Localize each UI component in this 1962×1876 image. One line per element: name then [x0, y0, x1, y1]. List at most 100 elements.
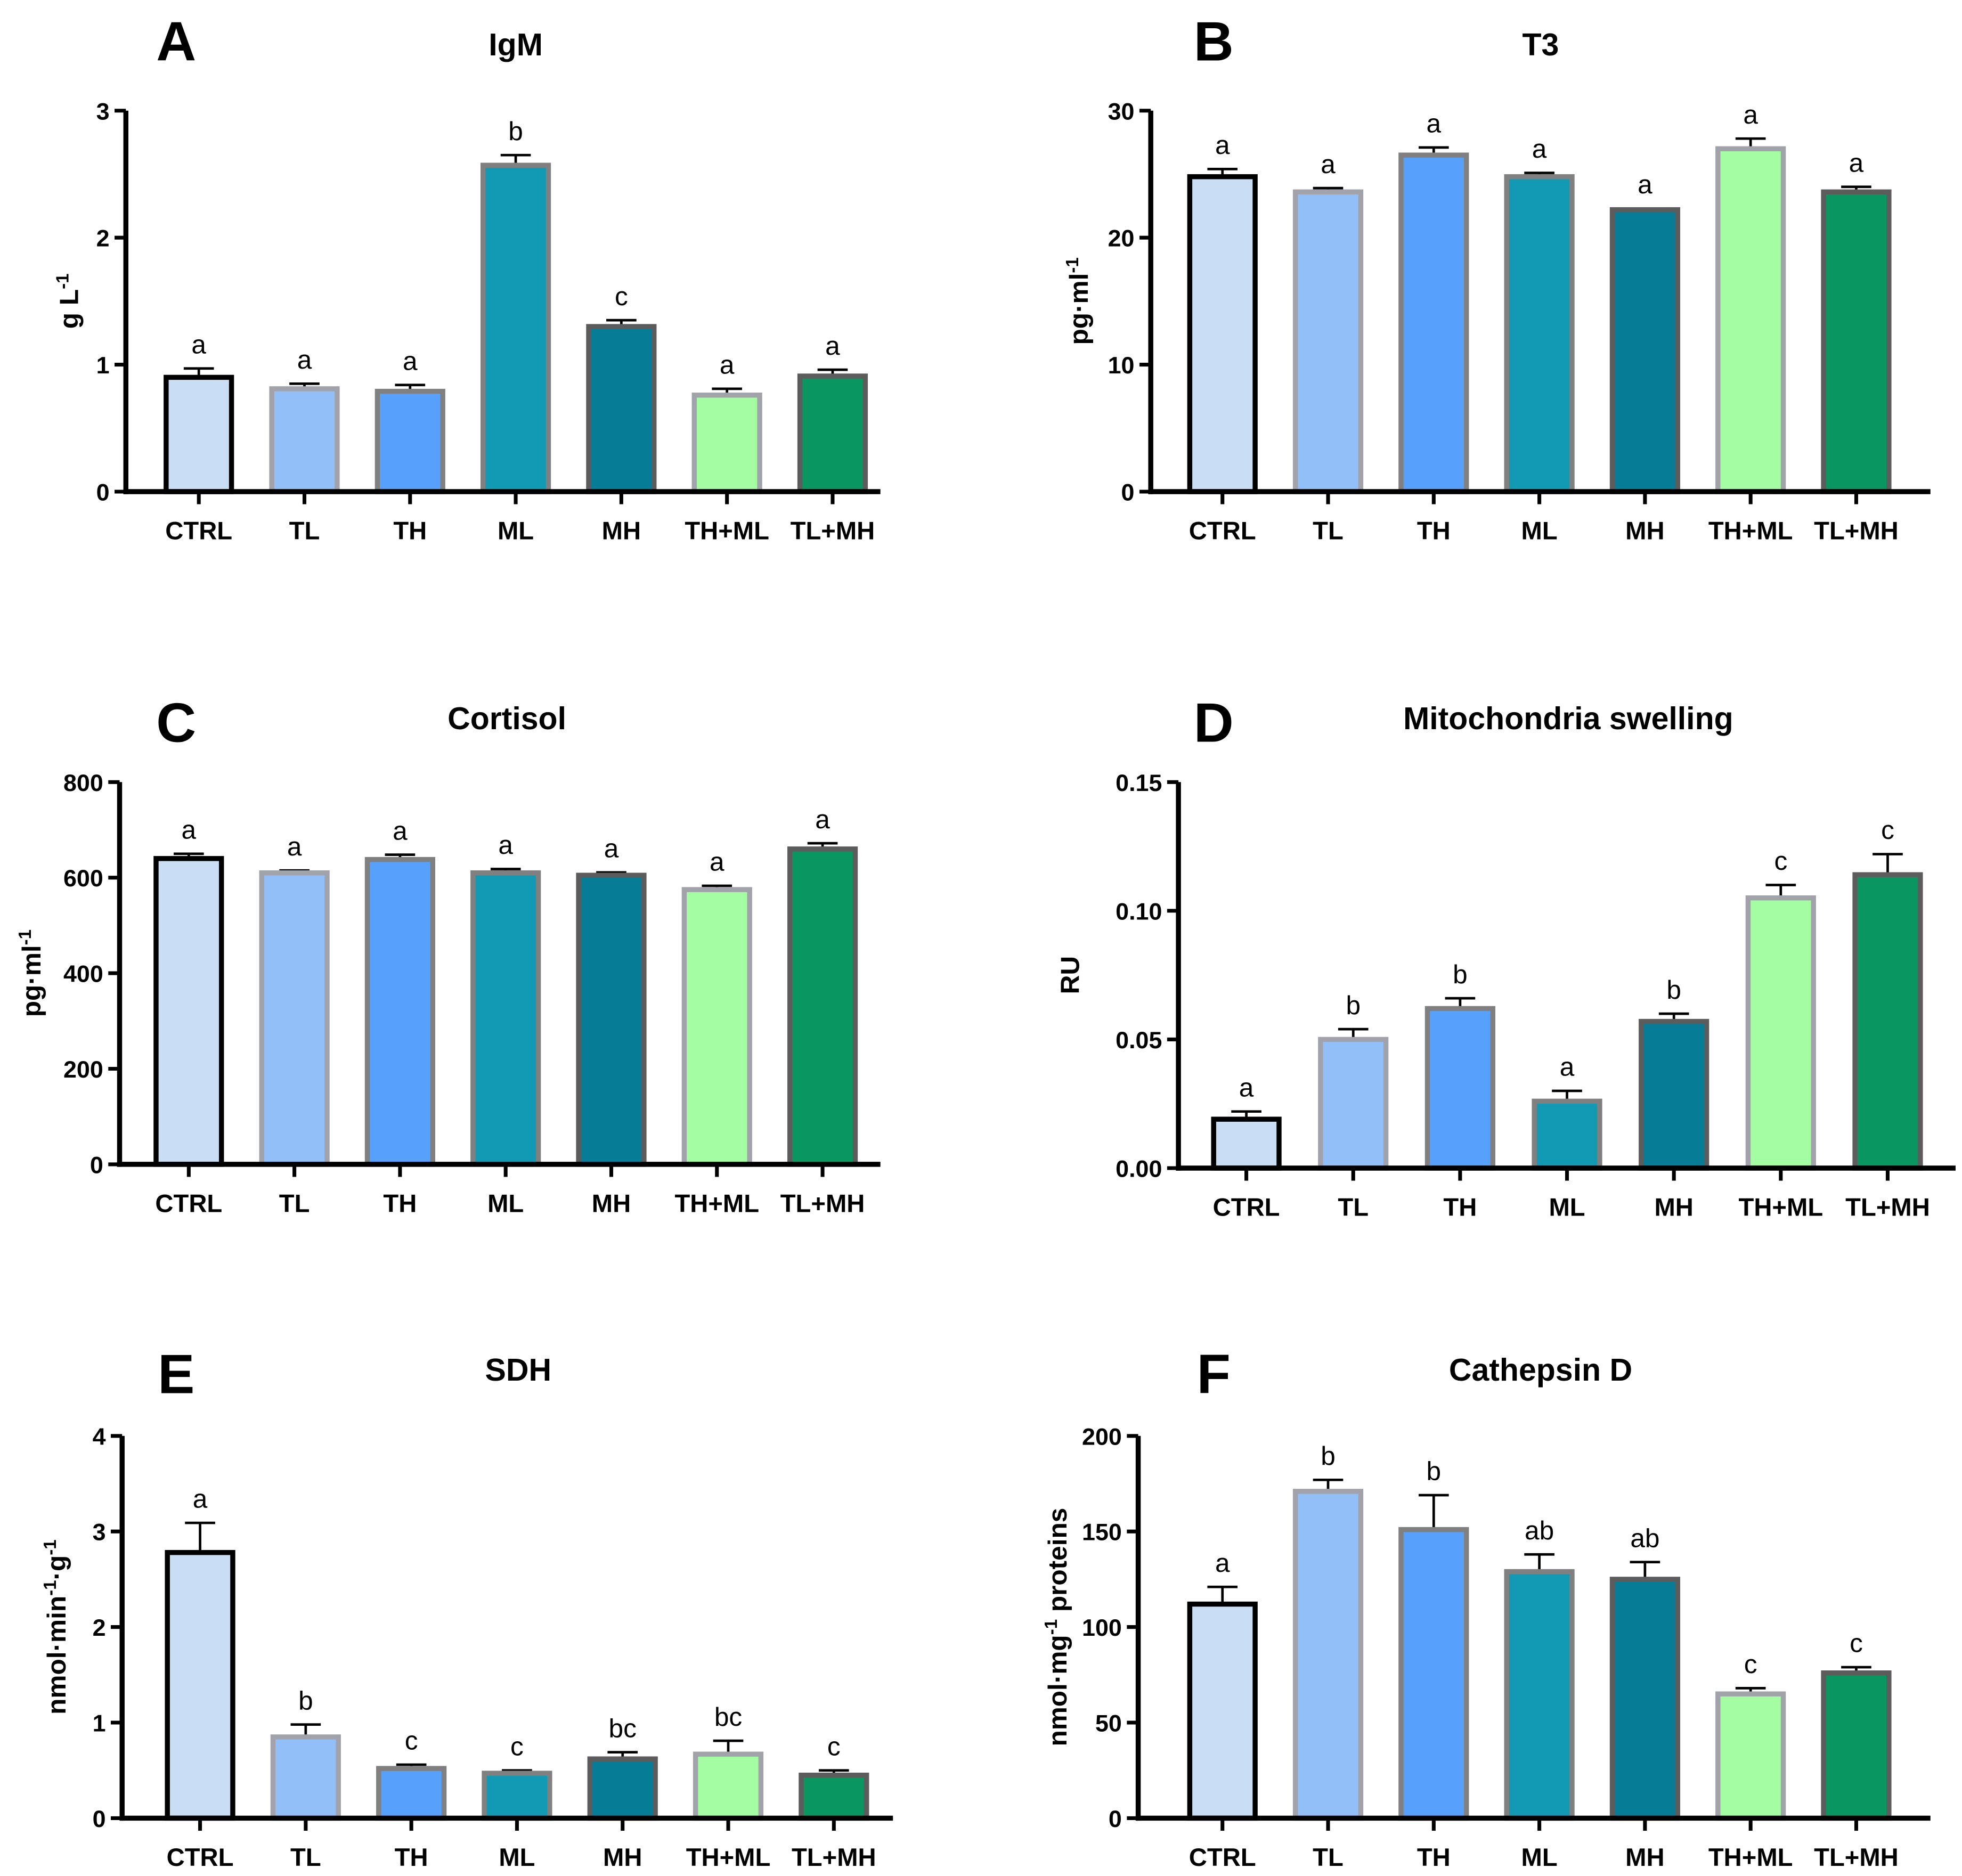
x-tick-label: CTRL [1189, 1844, 1256, 1872]
y-axis-label: g L-1 [53, 274, 84, 329]
bar-mh [1609, 207, 1680, 494]
x-tick-label: ML [1521, 517, 1558, 545]
significance-letter: a [710, 847, 724, 877]
x-tick-label: CTRL [1189, 517, 1256, 545]
x-tick-label: TL [279, 1190, 310, 1218]
significance-letter: a [1215, 1548, 1230, 1578]
bar-tl-mh [797, 373, 868, 494]
y-tick-label: 200 [63, 1056, 103, 1083]
significance-letter: a [1560, 1052, 1575, 1082]
x-tick-label: MH [602, 517, 641, 545]
x-tick-label: TL [1338, 1194, 1369, 1222]
x-tick-label: TH [393, 517, 427, 545]
y-tick-label: 0 [90, 1151, 103, 1178]
bar-tl-mh [1852, 872, 1923, 1171]
significance-letter: a [1849, 148, 1864, 177]
x-tick-label: TH+ML [1708, 1844, 1793, 1872]
significance-letter: a [297, 345, 312, 374]
y-axis-label: RU [1055, 956, 1085, 994]
bar-th [376, 1766, 447, 1821]
y-tick-label: 30 [1108, 97, 1135, 125]
significance-letter: c [1850, 1628, 1863, 1658]
y-tick-label: 400 [63, 960, 103, 988]
bar-tl [1292, 189, 1364, 494]
x-tick-label: TL+MH [791, 517, 875, 545]
bar-ml [1532, 1098, 1602, 1171]
y-tick-label: 0.05 [1116, 1026, 1162, 1054]
significance-letter: a [604, 833, 619, 863]
x-tick-label: TL+MH [780, 1190, 865, 1218]
significance-letter: a [720, 350, 735, 380]
significance-letter: a [1743, 100, 1758, 129]
panel-letter: A [156, 11, 196, 72]
significance-letter: c [1744, 1649, 1757, 1679]
significance-letter: ab [1630, 1523, 1659, 1553]
significance-letter: a [825, 331, 840, 361]
y-axis-label: pg·ml-1 [15, 929, 46, 1017]
y-tick-label: 50 [1095, 1710, 1122, 1737]
bar-th [375, 388, 445, 494]
bar-ml [480, 162, 551, 494]
chart-title: Cortisol [447, 701, 566, 736]
bar-th-ml [691, 393, 762, 494]
panel-e: E SDH nmol·min-1·g-1 a CTRL b TL c TH c ML bc MH bc TH… [40, 1344, 893, 1872]
x-tick-label: CTRL [167, 1844, 234, 1872]
y-tick-label: 0.10 [1116, 898, 1162, 925]
significance-letter: b [1427, 1456, 1442, 1486]
y-tick-label: 150 [1082, 1519, 1122, 1546]
y-axis-label: nmol·mg-1 proteins [1041, 1508, 1073, 1747]
x-tick-label: TL [289, 517, 320, 545]
significance-letter: b [1346, 990, 1361, 1020]
significance-letter: a [1239, 1072, 1254, 1102]
x-tick-label: ML [487, 1190, 524, 1218]
x-tick-label: TH+ML [1739, 1194, 1823, 1222]
significance-letter: a [403, 346, 418, 376]
significance-letter: c [510, 1731, 524, 1761]
significance-letter: a [287, 831, 302, 861]
chart-title: SDH [485, 1352, 552, 1388]
bar-mh [1609, 1577, 1680, 1821]
x-tick-label: MH [1654, 1194, 1693, 1222]
chart-title: Cathepsin D [1449, 1352, 1632, 1388]
x-tick-label: ML [1521, 1844, 1558, 1872]
x-tick-label: CTRL [1213, 1194, 1280, 1222]
panel-d: D Mitochondria swelling RU a CTRL b TL b TH a ML b M… [1055, 692, 1956, 1222]
panel-letter: E [158, 1344, 194, 1406]
bar-th-ml [1715, 1691, 1786, 1821]
y-tick-label: 1 [93, 1710, 106, 1737]
bar-th [1398, 152, 1469, 494]
y-tick-label: 0.00 [1116, 1155, 1162, 1182]
panel-a: A IgM g L-1 a CTRL a TL a TH b ML c MH a TH+ML a TL+MH 0 1… [53, 11, 881, 545]
y-tick-label: 3 [93, 1519, 106, 1546]
x-tick-label: ML [498, 517, 534, 545]
y-tick-label: 2 [96, 225, 110, 252]
y-tick-label: 800 [63, 769, 103, 796]
x-tick-label: MH [1625, 1844, 1664, 1872]
x-tick-label: TL+MH [1814, 1844, 1899, 1872]
bar-tl-mh [787, 846, 858, 1167]
x-tick-label: TH+ML [674, 1190, 759, 1218]
bar-ctrl [165, 1549, 235, 1821]
significance-letter: a [1427, 109, 1442, 138]
bar-tl-mh [799, 1772, 869, 1821]
significance-letter: ab [1525, 1515, 1554, 1545]
panel-letter: F [1196, 1344, 1230, 1406]
chart-title: T3 [1523, 27, 1559, 62]
x-tick-label: TL [1313, 517, 1344, 545]
significance-letter: a [393, 815, 408, 845]
panel-f: F Cathepsin D nmol·mg-1 proteins a CTRL b TL b T… [1041, 1344, 1931, 1872]
significance-letter: b [1666, 975, 1681, 1005]
significance-letter: b [1321, 1441, 1336, 1471]
significance-letter: a [191, 329, 206, 359]
bar-th-ml [1745, 895, 1816, 1171]
x-tick-label: TH [1417, 1844, 1451, 1872]
bar-ctrl [1211, 1116, 1282, 1171]
bar-tl [259, 870, 330, 1167]
x-tick-label: CTRL [165, 517, 232, 545]
significance-letter: b [298, 1685, 313, 1715]
y-axis-label: nmol·min-1·g-1 [40, 1539, 71, 1715]
y-tick-label: 600 [63, 864, 103, 892]
bar-th-ml [693, 1751, 764, 1821]
significance-letter: a [1532, 134, 1547, 164]
